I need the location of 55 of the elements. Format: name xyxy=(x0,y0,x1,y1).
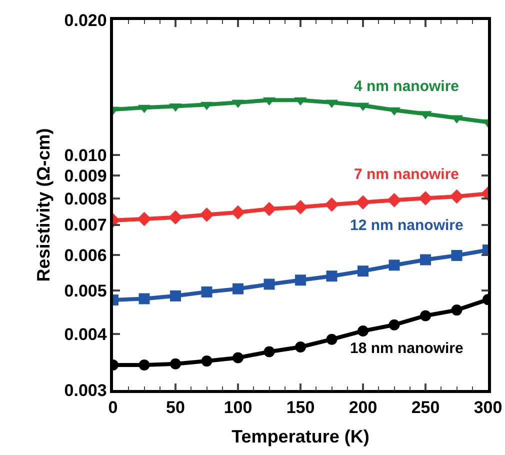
point xyxy=(420,310,431,322)
x-tick-label: 300 xyxy=(474,398,502,418)
point xyxy=(170,358,181,370)
point xyxy=(295,274,306,286)
point xyxy=(388,260,400,271)
y-tick-label: 0.004 xyxy=(64,324,108,344)
y-tick-label: 0.007 xyxy=(64,216,107,235)
y-tick-label: 0.020 xyxy=(64,10,107,30)
x-tick-label: 0 xyxy=(108,398,118,418)
point xyxy=(326,334,338,345)
point xyxy=(137,212,152,226)
point xyxy=(388,319,400,330)
y-tick-label: 0.009 xyxy=(64,166,107,186)
point xyxy=(232,352,244,364)
y-tick-label: 0.010 xyxy=(64,146,107,166)
point xyxy=(264,278,275,290)
point xyxy=(168,210,183,225)
y-axis-title: Resistivity (Ω-cm) xyxy=(34,128,54,282)
point xyxy=(324,198,339,212)
point xyxy=(262,202,276,216)
point xyxy=(358,266,368,277)
x-tick-label: 200 xyxy=(348,398,378,418)
point xyxy=(356,195,370,210)
point xyxy=(420,254,431,266)
point xyxy=(230,205,246,220)
y-tick-label: 0.003 xyxy=(64,380,107,400)
x-tick-label: 250 xyxy=(411,398,440,418)
point xyxy=(450,189,464,204)
x-tick-label: 100 xyxy=(224,398,252,418)
series-label: 4 nm nanowire xyxy=(354,78,460,95)
point xyxy=(387,193,402,208)
series-label: 12 nm nanowire xyxy=(350,217,464,234)
point xyxy=(170,290,181,302)
point xyxy=(451,304,462,316)
point xyxy=(451,250,462,261)
y-tick-label: 0.008 xyxy=(64,190,107,209)
point xyxy=(264,346,275,358)
point xyxy=(232,283,244,294)
point xyxy=(326,270,338,282)
point xyxy=(200,208,214,222)
point xyxy=(295,342,306,352)
x-axis-title: Temperature (K) xyxy=(232,426,370,446)
y-tick-label: 0.006 xyxy=(64,246,107,265)
series-label: 7 nm nanowire xyxy=(354,166,460,183)
point xyxy=(138,360,150,371)
point xyxy=(201,356,212,367)
series-label: 18 nm nanowire xyxy=(350,340,464,357)
point xyxy=(201,286,212,298)
y-tick-label: 0.005 xyxy=(64,281,107,300)
point xyxy=(418,191,433,206)
x-tick-label: 150 xyxy=(286,398,315,418)
point xyxy=(293,200,308,214)
point xyxy=(138,293,150,304)
x-tick-label: 50 xyxy=(166,398,185,418)
point xyxy=(358,325,368,336)
